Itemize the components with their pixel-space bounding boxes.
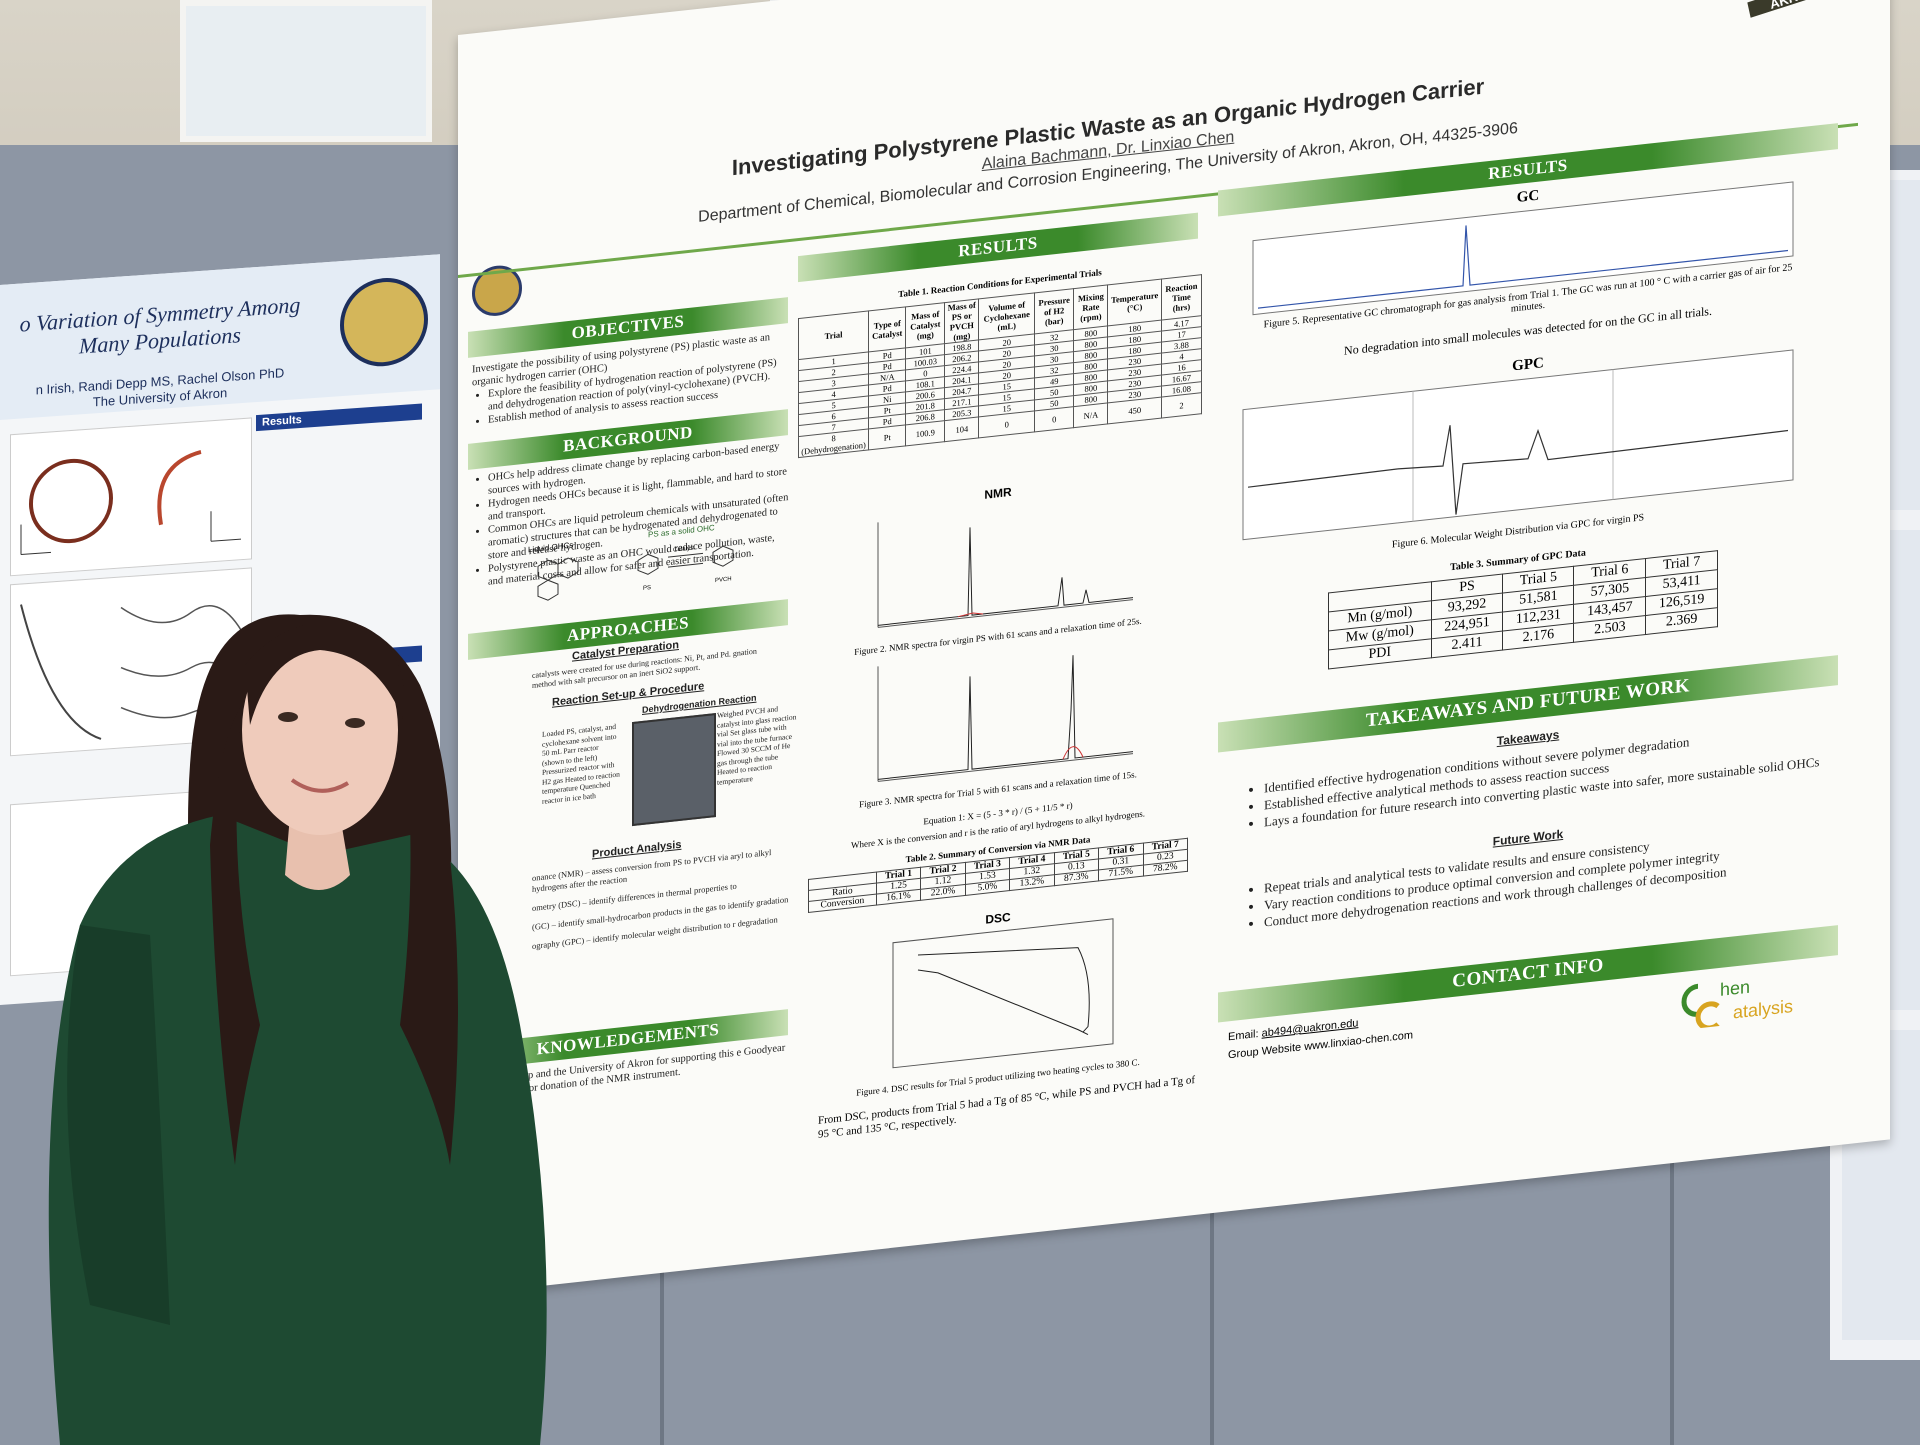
table-header-cell: Mass of Catalyst (mg) [905,302,945,348]
table-header-cell: Temperature (°C) [1107,279,1162,326]
email-label: Email: [1228,1028,1259,1044]
table-header-cell: Volume of Cyclohexane (mL) [978,292,1035,340]
left-poster-results-header: Results [256,403,422,432]
table-header-cell: Pressure of H2 (bar) [1034,288,1074,334]
gc-chromatograph [1252,181,1794,316]
left-poster: o Variation of Symmetry Among Many Popul… [0,254,440,1006]
table-cell: 100.9 [905,420,945,446]
dehydrogenation-steps: Weighed PVCH and catalyst into glass rea… [717,704,797,787]
chen-logo-line2: atalysis [1733,996,1793,1022]
upper-window [180,0,432,142]
gpc-summary-table: PS Trial 5 Trial 6 Trial 7 Mn (g/mol) 93,292… [1328,550,1718,669]
table-cell: 0 [978,410,1035,438]
left-poster-figure [10,417,252,577]
table-header-cell: Type of Catalyst [868,306,906,352]
table-cell: 2 [1161,392,1202,419]
table-cell: 450 [1107,397,1162,424]
furnace-photo [632,712,716,827]
table-cell: 0 [1034,406,1074,432]
chen-logo-line1: hen [1720,977,1750,1000]
table-cell: Pt [868,424,906,450]
fig-label-catalyst: Catalyst [673,545,695,553]
table-header-cell: Mass of PS or PVCH (mg) [944,298,979,344]
fig-label-liquid-ohcs: Liquid OHCs [528,540,573,554]
dsc-thermogram [892,918,1114,1069]
presenter-person [48,614,547,1445]
table-header-cell: Reaction Time (hrs) [1161,274,1202,321]
table-header-cell: Mixing Rate (rpm) [1073,284,1108,330]
akron-zips-logo: AKRON [1747,0,1839,18]
fig-label-ps: PS [643,585,651,592]
ohc-structures-figure: Liquid OHCs PS as a solid OHC Catalyst P… [528,523,734,601]
fig-label-pvch: PVCH [715,576,732,584]
dsc-summary: From DSC, products from Trial 5 had a Tg… [818,1073,1196,1141]
nmr-spectrum-trial5 [877,655,1133,782]
research-poster: AKRON Investigating Polystyrene Plastic … [458,0,1890,1295]
chen-catalysis-logo: hen atalysis [1681,977,1793,1031]
akron-logo-text: AKRON [1768,0,1818,12]
gpc-distribution [1242,349,1794,541]
table-cell: N/A [1073,402,1108,428]
nmr-spectrum-ps [877,522,1133,628]
table-cell: 104 [944,416,979,442]
